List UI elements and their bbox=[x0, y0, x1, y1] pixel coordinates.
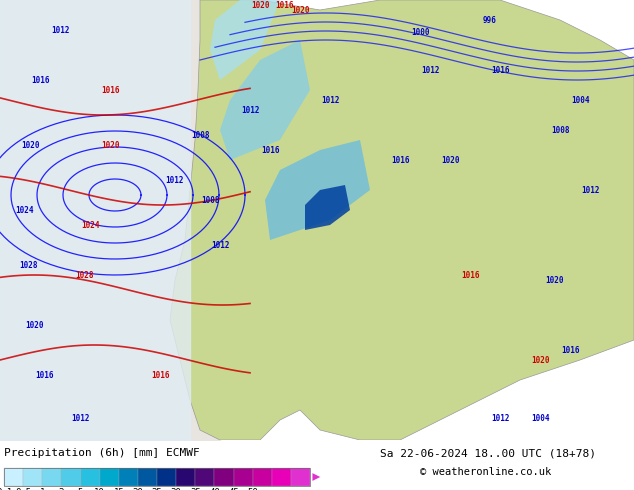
Text: 1028: 1028 bbox=[75, 270, 94, 279]
Text: 1012: 1012 bbox=[51, 25, 69, 34]
Text: 996: 996 bbox=[483, 16, 497, 24]
Text: 1020: 1020 bbox=[531, 356, 549, 365]
Bar bbox=[157, 468, 176, 486]
Polygon shape bbox=[170, 0, 634, 440]
Text: 1016: 1016 bbox=[151, 370, 169, 379]
Text: 15: 15 bbox=[113, 488, 124, 490]
Bar bbox=[233, 468, 252, 486]
Text: 1: 1 bbox=[39, 488, 45, 490]
Text: 1016: 1016 bbox=[101, 85, 119, 95]
Text: 1020: 1020 bbox=[441, 155, 459, 165]
Polygon shape bbox=[220, 40, 310, 160]
Text: 30: 30 bbox=[171, 488, 181, 490]
Text: 1024: 1024 bbox=[81, 220, 100, 229]
Text: 1016: 1016 bbox=[276, 0, 294, 9]
Text: 1020: 1020 bbox=[251, 0, 269, 9]
Bar bbox=[4, 468, 23, 486]
Bar bbox=[195, 468, 214, 486]
Text: 1024: 1024 bbox=[16, 205, 34, 215]
Polygon shape bbox=[265, 140, 370, 240]
Bar bbox=[272, 468, 291, 486]
Polygon shape bbox=[305, 185, 350, 230]
Bar bbox=[214, 468, 233, 486]
Bar bbox=[100, 468, 119, 486]
Text: 1012: 1012 bbox=[241, 105, 259, 115]
Text: 1012: 1012 bbox=[491, 414, 509, 422]
Text: 0.1: 0.1 bbox=[0, 488, 12, 490]
Bar bbox=[23, 468, 42, 486]
Text: © weatheronline.co.uk: © weatheronline.co.uk bbox=[420, 467, 551, 477]
Text: 1012: 1012 bbox=[421, 66, 439, 74]
Bar bbox=[176, 468, 195, 486]
Text: 1016: 1016 bbox=[560, 345, 579, 354]
Text: 25: 25 bbox=[152, 488, 162, 490]
Text: 1020: 1020 bbox=[21, 141, 39, 149]
Text: 1020: 1020 bbox=[291, 5, 309, 15]
Text: 1004: 1004 bbox=[571, 96, 589, 104]
Text: 1008: 1008 bbox=[551, 125, 569, 134]
Bar bbox=[61, 468, 81, 486]
Text: 1016: 1016 bbox=[31, 75, 49, 84]
Text: 1012: 1012 bbox=[321, 96, 339, 104]
Bar bbox=[81, 468, 100, 486]
Text: 20: 20 bbox=[133, 488, 143, 490]
Text: 1000: 1000 bbox=[411, 27, 429, 36]
Text: 1028: 1028 bbox=[19, 261, 37, 270]
Bar bbox=[42, 468, 61, 486]
Text: 1012: 1012 bbox=[71, 414, 89, 422]
Text: 1016: 1016 bbox=[36, 370, 55, 379]
Text: 1020: 1020 bbox=[546, 275, 564, 285]
Text: 1016: 1016 bbox=[261, 146, 279, 154]
Text: 1016: 1016 bbox=[491, 66, 509, 74]
Text: 40: 40 bbox=[209, 488, 220, 490]
Text: 2: 2 bbox=[59, 488, 64, 490]
Text: 1020: 1020 bbox=[26, 320, 44, 329]
Text: 1008: 1008 bbox=[191, 130, 209, 140]
Text: 1016: 1016 bbox=[461, 270, 479, 279]
Text: 1012: 1012 bbox=[581, 186, 599, 195]
Text: 1012: 1012 bbox=[165, 175, 184, 185]
Text: Precipitation (6h) [mm] ECMWF: Precipitation (6h) [mm] ECMWF bbox=[4, 448, 200, 458]
Text: 10: 10 bbox=[94, 488, 105, 490]
Bar bbox=[119, 468, 138, 486]
Text: 5: 5 bbox=[78, 488, 83, 490]
Bar bbox=[138, 468, 157, 486]
Text: 1020: 1020 bbox=[101, 141, 119, 149]
Text: 45: 45 bbox=[228, 488, 239, 490]
Text: 1004: 1004 bbox=[531, 414, 549, 422]
Bar bbox=[252, 468, 272, 486]
Polygon shape bbox=[210, 0, 280, 80]
Bar bbox=[4, 468, 310, 486]
Bar bbox=[291, 468, 310, 486]
Text: 50: 50 bbox=[247, 488, 258, 490]
Text: 1012: 1012 bbox=[210, 241, 230, 249]
Text: 1016: 1016 bbox=[391, 155, 410, 165]
Text: Sa 22-06-2024 18..00 UTC (18+78): Sa 22-06-2024 18..00 UTC (18+78) bbox=[380, 448, 596, 458]
Text: 35: 35 bbox=[190, 488, 200, 490]
Text: 1008: 1008 bbox=[201, 196, 219, 204]
Text: 0.5: 0.5 bbox=[15, 488, 31, 490]
